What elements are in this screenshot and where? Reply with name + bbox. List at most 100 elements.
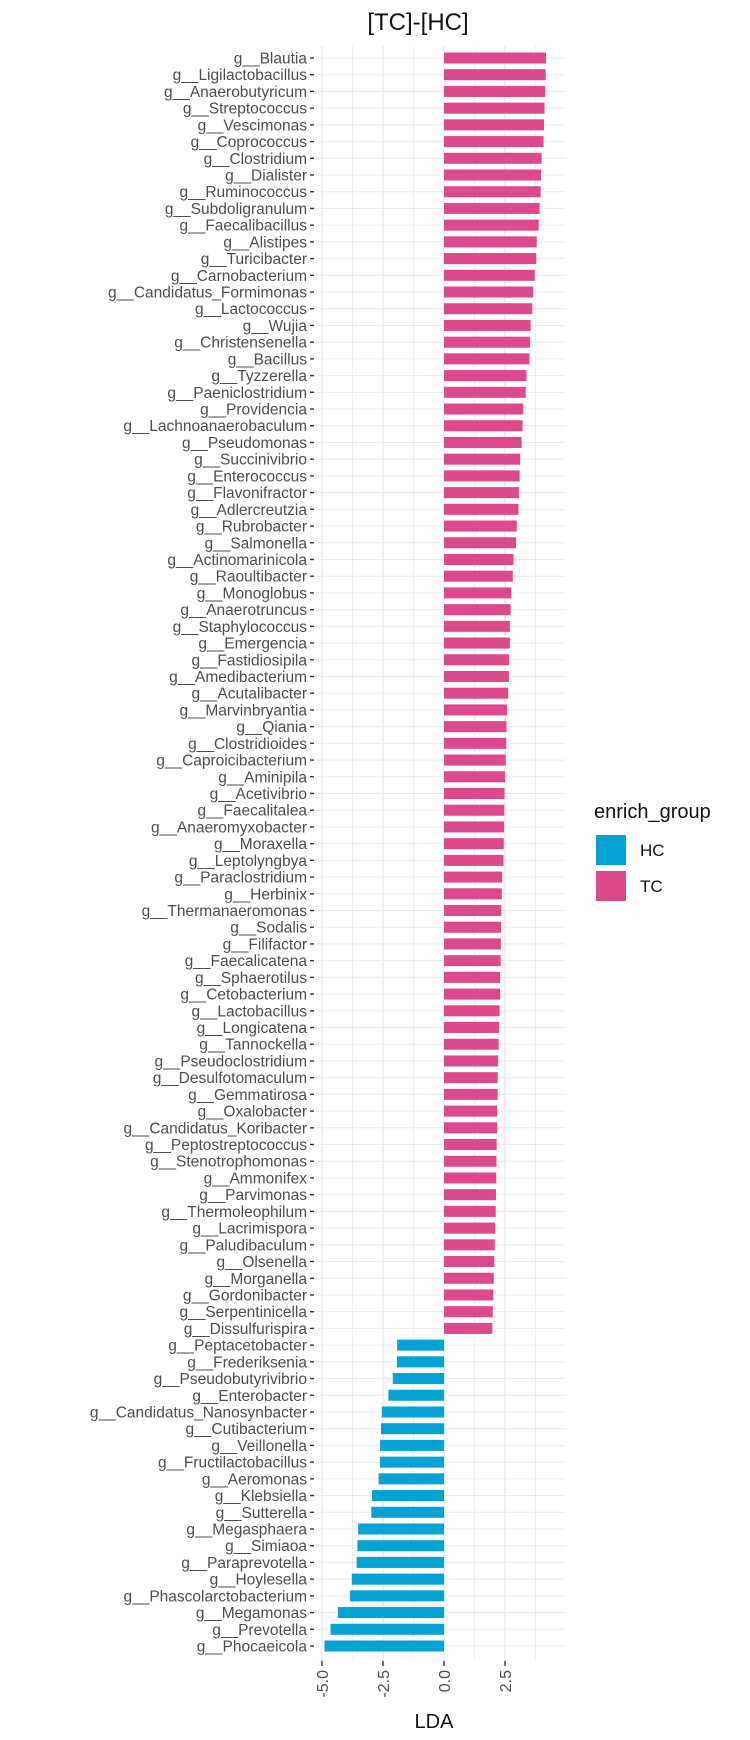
bar	[444, 1005, 500, 1017]
category-label: g__Sutterella	[216, 1505, 308, 1522]
legend-label-tc: TC	[640, 877, 663, 896]
category-label: g__Qiania	[236, 719, 307, 736]
category-label: g__Amedibacterium	[169, 669, 307, 686]
category-label: g__Peptostreptococcus	[145, 1137, 307, 1154]
category-label: g__Desulfotomaculum	[153, 1070, 307, 1087]
category-label: g__Lactobacillus	[192, 1003, 308, 1020]
bar	[444, 420, 523, 432]
bar	[444, 971, 501, 983]
bar	[444, 737, 507, 749]
category-label: g__Morganella	[204, 1271, 307, 1288]
bar	[444, 102, 545, 114]
category-label: g__Clostridioides	[188, 736, 307, 753]
bar	[444, 236, 537, 248]
bar	[444, 470, 520, 482]
category-label: g__Paludibaculum	[179, 1237, 307, 1254]
x-tick-label: -2.5	[376, 1670, 393, 1698]
category-label: g__Candidatus_Nanosynbacter	[90, 1404, 307, 1421]
bar	[444, 202, 540, 214]
bar	[444, 253, 537, 265]
category-label: g__Dialister	[225, 168, 307, 185]
category-label: g__Ammonifex	[204, 1170, 308, 1187]
bar	[444, 687, 509, 699]
category-label: g__Dissulfurispira	[184, 1321, 308, 1338]
category-label: g__Enterococcus	[187, 468, 307, 485]
bar	[444, 604, 511, 616]
bar	[444, 721, 507, 733]
category-label: g__Monoglobus	[197, 585, 308, 602]
bar	[444, 637, 510, 649]
category-label: g__Longicatena	[197, 1020, 308, 1037]
category-label: g__Sodalis	[230, 920, 307, 937]
bar	[444, 904, 502, 917]
category-label: g__Fastidiosipila	[192, 652, 308, 669]
bar	[444, 804, 505, 816]
bar	[444, 1189, 496, 1201]
category-label: g__Lactococcus	[195, 301, 307, 318]
bar	[444, 787, 505, 800]
category-label: g__Raoultibacter	[190, 569, 307, 586]
y-axis-labels: g__Blautiag__Ligilactobacillusg__Anaerob…	[90, 51, 314, 1656]
category-label: g__Alistipes	[223, 234, 307, 251]
category-label: g__Subdoligranulum	[165, 201, 307, 218]
x-tick-label: 0.0	[437, 1670, 454, 1692]
bar	[444, 1038, 499, 1050]
bar	[351, 1573, 444, 1585]
bar	[444, 186, 541, 198]
category-label: g__Stenotrophomonas	[150, 1154, 307, 1171]
bar	[444, 1021, 500, 1034]
bar	[396, 1356, 444, 1368]
bar	[444, 1139, 497, 1151]
category-label: g__Rubrobacter	[196, 519, 307, 536]
bar	[324, 1640, 444, 1652]
category-label: g__Tyzzerella	[211, 368, 307, 385]
bar	[444, 670, 509, 683]
bar	[444, 1172, 497, 1184]
bar	[444, 1289, 494, 1301]
bar	[444, 336, 531, 348]
bar	[444, 169, 542, 181]
bar	[444, 1239, 495, 1251]
category-label: g__Clostridium	[204, 151, 307, 168]
category-label: g__Coprococcus	[191, 134, 308, 151]
category-label: g__Fructilactobacillus	[158, 1455, 307, 1472]
category-label: g__Carnobacterium	[171, 268, 307, 285]
category-label: g__Enterobacter	[192, 1388, 307, 1405]
bar	[444, 1072, 498, 1084]
category-label: g__Streptococcus	[183, 101, 307, 118]
bar	[444, 838, 504, 850]
category-label: g__Bacillus	[228, 351, 308, 368]
legend-swatch-tc	[596, 871, 626, 901]
category-label: g__Moraxella	[214, 836, 307, 853]
bar	[357, 1540, 444, 1552]
category-label: g__Succinivibrio	[194, 452, 307, 469]
bar	[444, 152, 542, 164]
bar	[381, 1423, 444, 1435]
legend: enrich_group HC TC	[594, 801, 711, 901]
category-label: g__Filifactor	[223, 936, 307, 953]
category-label: g__Klebsiella	[215, 1488, 308, 1505]
bar	[444, 888, 502, 900]
category-label: g__Cetobacterium	[180, 987, 307, 1004]
bar	[444, 69, 546, 81]
category-label: g__Peptacetobacter	[168, 1338, 307, 1355]
bar	[444, 403, 524, 415]
x-axis-title: LDA	[415, 1711, 455, 1733]
category-label: g__Simiaoa	[225, 1538, 307, 1555]
bar	[380, 1439, 444, 1451]
bar	[444, 303, 533, 315]
category-label: g__Gemmatirosa	[188, 1087, 307, 1104]
category-label: g__Actinomarinicola	[167, 552, 307, 569]
bar	[444, 386, 526, 398]
bar	[371, 1506, 444, 1518]
category-label: g__Megamonas	[196, 1605, 307, 1622]
bar	[444, 871, 503, 883]
category-label: g__Caproicibacterium	[156, 753, 307, 770]
category-label: g__Thermanaeromonas	[142, 903, 308, 920]
category-label: g__Vescimonas	[198, 117, 308, 134]
bar	[444, 436, 522, 448]
category-label: g__Lachnoanaerobaculum	[123, 418, 307, 435]
bar	[444, 219, 539, 231]
category-label: g__Candidatus_Formimonas	[108, 285, 307, 302]
category-label: g__Paeniclostridium	[167, 385, 307, 402]
